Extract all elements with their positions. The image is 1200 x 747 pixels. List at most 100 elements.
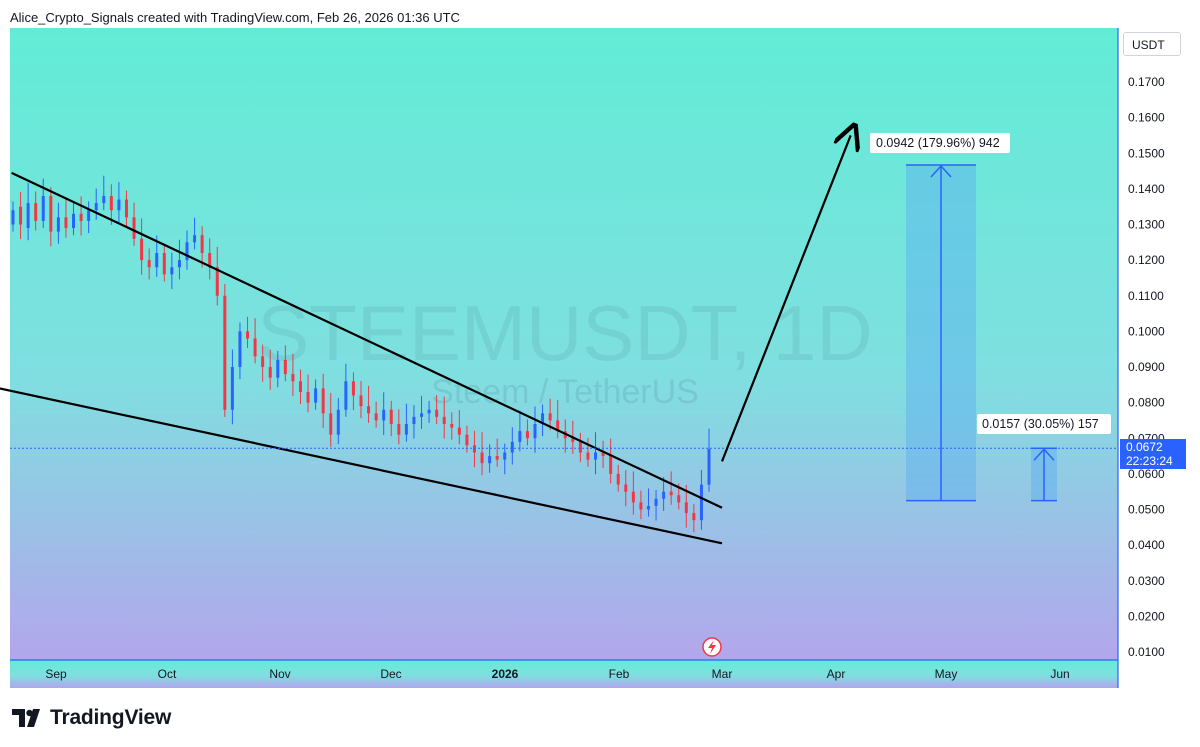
time-tick-label: Apr xyxy=(827,667,846,681)
price-tick-label: 0.1400 xyxy=(1128,182,1165,196)
small-range-label: 0.0157 (30.05%) 157 xyxy=(977,414,1111,434)
candle-body xyxy=(336,409,340,435)
candle-body xyxy=(147,260,151,268)
candle-body xyxy=(412,416,416,424)
candle-body xyxy=(548,413,552,421)
candle-body xyxy=(329,413,333,435)
trendline-upper[interactable] xyxy=(11,171,723,509)
last-price-badge: 0.0672 22:23:24 xyxy=(1120,439,1186,469)
candle-body xyxy=(684,502,688,514)
range-arrowhead-big xyxy=(930,164,952,178)
currency-selector[interactable]: USDT xyxy=(1123,32,1181,56)
price-tick-label: 0.1500 xyxy=(1128,146,1165,160)
candle-body xyxy=(268,367,272,378)
trendline-lower[interactable] xyxy=(0,376,723,545)
candle-body xyxy=(155,253,159,268)
candle-body xyxy=(677,495,681,503)
candle-body xyxy=(94,203,98,211)
price-tick-label: 0.0500 xyxy=(1128,503,1165,517)
candle-body xyxy=(646,505,650,510)
candle-body xyxy=(208,253,212,268)
candle-body xyxy=(162,253,166,275)
time-tick-label: Sep xyxy=(45,667,67,681)
candle-body xyxy=(200,235,204,253)
range-arrowhead-small xyxy=(1033,448,1055,461)
candle-body xyxy=(56,217,60,232)
time-tick-label: Mar xyxy=(712,667,733,681)
candle-body xyxy=(11,210,15,225)
candle-body xyxy=(215,267,219,296)
candle-body xyxy=(253,338,257,357)
candle-body xyxy=(556,420,560,432)
candle-body xyxy=(480,452,484,464)
candle-body xyxy=(79,213,83,221)
candle-body xyxy=(367,406,371,414)
candle-body xyxy=(533,424,537,439)
candle-body xyxy=(495,456,499,460)
candle-body xyxy=(510,441,514,453)
trendlines[interactable] xyxy=(0,171,723,545)
candle-body xyxy=(261,356,265,367)
candle-body xyxy=(34,203,38,221)
time-tick-label: Oct xyxy=(158,667,177,681)
time-tick-label: Nov xyxy=(269,667,290,681)
candle-body xyxy=(64,217,68,229)
candle-body xyxy=(654,498,658,506)
candle-body xyxy=(19,206,23,225)
candle-body xyxy=(442,416,446,424)
candle-body xyxy=(223,295,227,410)
bar-countdown: 22:23:24 xyxy=(1126,454,1173,468)
candle-body xyxy=(359,395,363,407)
candle-body xyxy=(609,456,613,474)
candle-body xyxy=(541,413,545,424)
candle-body xyxy=(26,203,30,229)
candle-body xyxy=(699,484,703,521)
svg-text:0.0942 (179.96%) 942: 0.0942 (179.96%) 942 xyxy=(876,136,1000,150)
time-tick-label: Dec xyxy=(380,667,401,681)
candle-body xyxy=(246,331,250,339)
big-range-label: 0.0942 (179.96%) 942 xyxy=(870,133,1010,153)
projection-arrow[interactable] xyxy=(720,135,851,462)
candle-body xyxy=(631,491,635,503)
candle-body xyxy=(404,424,408,435)
candle-body xyxy=(298,381,302,392)
candle-body xyxy=(639,502,643,510)
candle-body xyxy=(291,374,295,382)
time-axis-area xyxy=(10,660,1118,688)
candle-body xyxy=(601,452,605,457)
tradingview-brand[interactable]: TradingView xyxy=(12,704,171,732)
candle-body xyxy=(503,452,507,460)
price-tick-label: 0.0100 xyxy=(1128,645,1165,659)
time-ticks: Sep Oct Nov Dec 2026 Feb Mar Apr May Jun xyxy=(45,667,1069,681)
price-tick-label: 0.1000 xyxy=(1128,324,1165,338)
event-flash-icon[interactable] xyxy=(702,637,722,657)
candle-body xyxy=(117,199,121,211)
price-tick-label: 0.0300 xyxy=(1128,574,1165,588)
candle-body xyxy=(707,448,711,485)
candle-body xyxy=(124,199,128,218)
price-tick-label: 0.0900 xyxy=(1128,360,1165,374)
candle-body xyxy=(193,235,197,243)
price-tick-label: 0.1100 xyxy=(1128,289,1164,303)
candle-body xyxy=(238,331,242,367)
candle-body xyxy=(170,267,174,275)
candle-body xyxy=(72,213,76,229)
price-tick-label: 0.1600 xyxy=(1128,111,1165,125)
candle-body xyxy=(374,413,378,421)
range-boxes[interactable] xyxy=(906,164,1057,502)
candle-body xyxy=(49,196,53,232)
price-tick-label: 0.0800 xyxy=(1128,396,1165,410)
candle-body xyxy=(472,445,476,453)
time-tick-label: 2026 xyxy=(492,667,519,681)
watermark-description: Steem / TetherUS xyxy=(431,373,699,411)
candle-body xyxy=(306,391,310,403)
candle-body xyxy=(586,452,590,460)
candle-body xyxy=(41,196,45,221)
candle-body xyxy=(465,434,469,446)
candle-body xyxy=(420,413,424,417)
price-tick-label: 0.1200 xyxy=(1128,253,1165,267)
candle-body xyxy=(140,238,144,261)
price-axis-area xyxy=(1118,28,1200,688)
chart-credit: Alice_Crypto_Signals created with Tradin… xyxy=(10,10,460,25)
